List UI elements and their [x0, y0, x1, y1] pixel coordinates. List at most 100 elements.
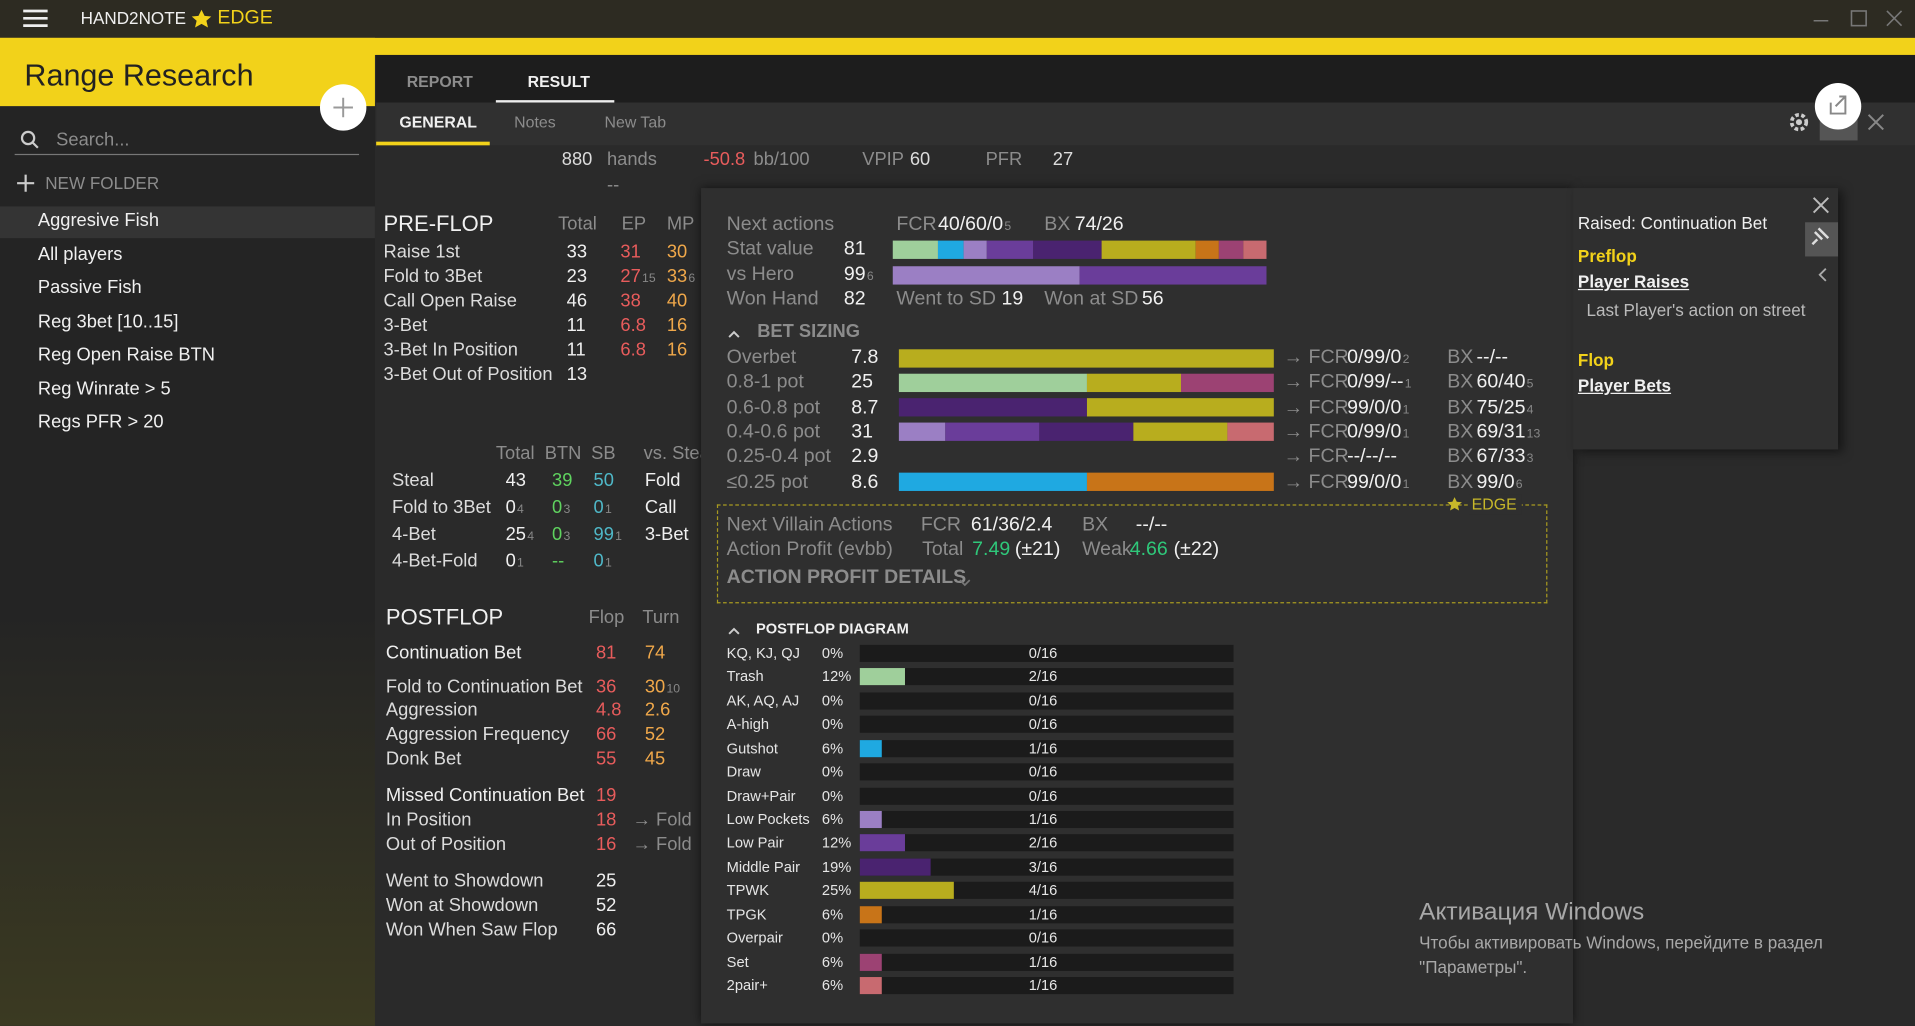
window-controls[interactable] [1813, 10, 1903, 27]
column-header: MP [666, 213, 695, 235]
action-link[interactable]: Player Bets [1577, 375, 1672, 396]
toolbar-icons [319, 83, 1884, 132]
diagram-track [859, 858, 1234, 876]
search-icon [20, 130, 36, 146]
watermark-title: Активация Windows [1419, 898, 1645, 926]
value-sub: 3 [1526, 452, 1534, 467]
label: Total [922, 539, 964, 560]
label: vs Hero [726, 263, 794, 285]
cell: 66 [595, 919, 617, 941]
cell: 38 [620, 290, 641, 312]
label: BX [1044, 214, 1071, 235]
sizing-bar [1180, 373, 1274, 392]
export-button[interactable] [1814, 83, 1862, 130]
edition: EDGE [217, 7, 273, 29]
new-folder[interactable]: NEW FOLDER [45, 172, 160, 193]
label: bb/100 [753, 148, 810, 170]
tab[interactable]: RESULT [527, 72, 590, 91]
row-label: 3-Bet [383, 315, 428, 336]
label: 2.9 [851, 446, 879, 468]
tab-underline [495, 100, 615, 103]
plus-icon[interactable] [17, 174, 35, 192]
value-main: 33 [666, 266, 688, 288]
folder-item[interactable]: Reg Open Raise BTN [37, 344, 216, 366]
row-label: Donk Bet [385, 748, 462, 770]
tab[interactable]: REPORT [406, 72, 473, 91]
side-panel [1573, 188, 1839, 450]
sizing-bar [1086, 472, 1274, 491]
value-main: 27 [620, 266, 641, 288]
label: BX [1082, 514, 1109, 536]
stat-bar [986, 240, 1034, 259]
label: BX [1447, 421, 1474, 443]
label: BX [1447, 446, 1474, 468]
label: 8.6 [851, 471, 879, 493]
sizing-bar [1086, 373, 1181, 392]
sizing-bar [945, 423, 1040, 442]
label: 31 [851, 421, 873, 443]
row-label: Raise 1st [383, 241, 460, 263]
label: BX [1447, 347, 1474, 369]
cell: 4.8 [595, 699, 622, 721]
label: VPIP [862, 148, 904, 170]
diagram-label: AK, AQ, AJ [726, 692, 800, 710]
folder-item[interactable]: Regs PFR > 20 [37, 411, 164, 433]
menu-icon[interactable] [23, 9, 48, 27]
subtab[interactable]: GENERAL [399, 112, 477, 131]
value-sub: 4 [527, 530, 535, 544]
sizing-bar [1086, 398, 1274, 417]
label: Weak [1082, 539, 1132, 560]
value-main: 99/0 [1476, 471, 1515, 493]
diagram-count: 2/16 [1028, 668, 1058, 686]
label: PFR [985, 148, 1023, 170]
diagram-count: 4/16 [1028, 881, 1058, 900]
column-header: BTN [544, 443, 582, 465]
value: 336 [667, 266, 695, 288]
diagram-label: Low Pockets [726, 810, 810, 828]
value-sub: 3 [563, 530, 571, 544]
search-underline [14, 153, 360, 156]
diagram-bar [859, 668, 905, 686]
cell: 46 [566, 290, 588, 312]
action-link[interactable]: Player Raises [1577, 271, 1690, 292]
close-icon[interactable] [1867, 114, 1884, 131]
value-sub: 4 [517, 503, 524, 517]
sidebar-icons [17, 130, 39, 192]
label: 0.4-0.6 pot [726, 421, 821, 443]
diagram-pct: 6% [821, 739, 844, 757]
folder-item[interactable]: Passive Fish [37, 277, 142, 298]
value-sub: 1 [1404, 378, 1412, 392]
row-label: Fold to 3Bet [392, 497, 491, 518]
cell: 23 [566, 266, 588, 288]
folder-item[interactable]: All players [37, 243, 123, 265]
diagram-pct: 19% [821, 858, 852, 876]
diagram-bar [859, 953, 883, 971]
label: → FCR [1283, 471, 1349, 493]
diagram-label: Set [726, 953, 749, 971]
settings-icon[interactable] [1789, 112, 1809, 132]
label: 7.49 [972, 539, 1011, 560]
app-name: HAND2NOTE [80, 8, 187, 28]
label: (±22) [1173, 539, 1220, 560]
cell: 81 [595, 642, 617, 664]
value: 99/06 [1477, 470, 1523, 493]
diagram-pct: 0% [821, 786, 844, 805]
label: Stat value [726, 238, 814, 260]
label: Next Villain Actions [726, 514, 893, 536]
subtab[interactable]: New Tab [604, 112, 667, 131]
diagram-pct: 0% [821, 929, 844, 947]
folder-item[interactable]: Reg 3bet [10..15] [37, 310, 179, 332]
diagram-count: 1/16 [1028, 810, 1058, 828]
value: 81 [844, 237, 866, 260]
label: -50.8 [703, 148, 746, 170]
subtab[interactable]: Notes [514, 112, 556, 131]
diagram-pct: 0% [821, 763, 844, 781]
folder-item[interactable]: Aggresive Fish [37, 210, 160, 231]
search-input[interactable]: Search... [56, 129, 130, 151]
sidebar [0, 106, 375, 1026]
details-toggle[interactable]: ACTION PROFIT DETAILS [726, 567, 967, 588]
value: 0/99/02 [1347, 346, 1409, 369]
label: 4.66 [1129, 539, 1168, 560]
value-sub: 6 [1515, 477, 1523, 491]
folder-item[interactable]: Reg Winrate > 5 [37, 377, 171, 399]
